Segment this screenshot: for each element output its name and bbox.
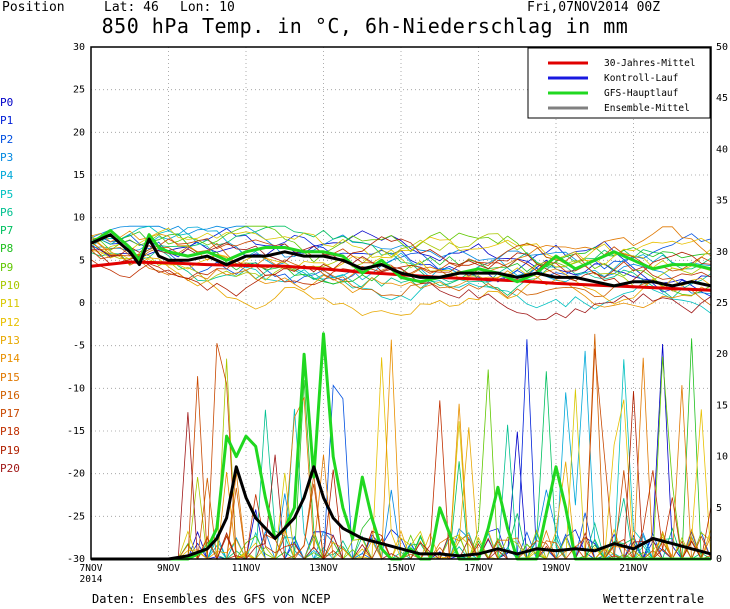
left-tick-label: 0 [79, 298, 85, 309]
plot-frame [90, 46, 712, 560]
temperature-line [90, 229, 712, 284]
member-temp-line [90, 233, 712, 288]
member-label: P11 [0, 297, 20, 311]
longitude-label: Lon: 10 [180, 0, 235, 15]
member-label: P13 [0, 333, 20, 347]
right-tick-label: 30 [716, 247, 728, 258]
left-tick-label: -5 [73, 341, 85, 352]
member-label: P5 [0, 187, 14, 201]
member-label: P1 [0, 114, 14, 128]
series-legend: 30-Jahres-Mittel Kontroll-Lauf GFS-Hauptla… [527, 47, 711, 119]
brand-label: Wetterzentrale [603, 592, 705, 606]
right-tick-label: 45 [716, 93, 728, 104]
x-tick-label: 17NOV [464, 563, 493, 574]
left-tick-label: -10 [67, 383, 85, 394]
precip-line [91, 465, 712, 561]
left-tick-label: -30 [67, 554, 85, 565]
member-temp-line [90, 233, 712, 284]
right-tick-label: 20 [716, 349, 728, 360]
member-label: P17 [0, 407, 20, 421]
member-label: P19 [0, 443, 20, 457]
member-label: P0 [0, 96, 14, 109]
x-tick-label: 7NOV [80, 563, 103, 574]
right-tick-label: 50 [716, 42, 728, 53]
member-label: P20 [0, 462, 20, 475]
right-tick-label: 25 [716, 298, 728, 309]
member-label: P3 [0, 150, 14, 164]
member-label: P10 [0, 279, 20, 292]
legend-label: GFS-Hauptlauf [604, 88, 678, 99]
legend-label: Ensemble-Mittel [604, 103, 690, 114]
position-label: Position [2, 0, 65, 15]
latitude-label: Lat: 46 [104, 0, 159, 15]
member-temp-line [90, 226, 712, 283]
member-temp-line [90, 242, 712, 321]
left-tick-label: 5 [79, 255, 85, 266]
member-label: P4 [0, 169, 14, 183]
member-temp-line [90, 241, 712, 306]
member-label: P7 [0, 224, 14, 238]
member-temp-line [90, 258, 712, 286]
member-label: P2 [0, 132, 14, 146]
member-temp-line [90, 236, 712, 297]
x-tick-label: 11NOV [232, 563, 261, 574]
member-label: P14 [0, 352, 20, 366]
member-temp-line [90, 227, 712, 282]
member-label: P6 [0, 205, 14, 219]
left-tick-label: 25 [73, 85, 85, 96]
x-year-label: 2014 [80, 574, 103, 585]
right-tick-label: 15 [716, 400, 728, 411]
right-tick-label: 35 [716, 196, 728, 207]
member-temp-line [90, 226, 712, 283]
run-time-label: Fri,07NOV2014 00Z [527, 0, 661, 15]
temperature-line [90, 233, 712, 288]
chart-title: 850 hPa Temp. in °C, 6h-Niederschlag in … [101, 14, 629, 38]
member-label: P18 [0, 425, 20, 439]
legend-label: Kontroll-Lauf [604, 73, 678, 84]
member-label: P12 [0, 315, 20, 329]
x-tick-label: 15NOV [387, 563, 416, 574]
right-tick-label: 40 [716, 144, 728, 155]
legend-label: 30-Jahres-Mittel [604, 58, 696, 69]
member-label: P16 [0, 388, 20, 402]
legend-frame [527, 47, 711, 119]
x-tick-label: 9NOV [157, 563, 180, 574]
right-tick-label: 0 [716, 554, 722, 565]
left-tick-label: 30 [73, 42, 85, 53]
left-tick-label: -20 [67, 469, 85, 480]
member-temp-line [90, 234, 712, 317]
right-tick-label: 10 [716, 452, 728, 463]
x-tick-label: 19NOV [542, 563, 571, 574]
x-tick-label: 21NOV [619, 563, 648, 574]
right-tick-label: 5 [716, 503, 722, 514]
data-source-label: Daten: Ensembles des GFS von NCEP [92, 592, 331, 606]
member-label: P9 [0, 260, 14, 274]
left-tick-label: -15 [67, 426, 85, 437]
left-tick-label: 20 [73, 127, 85, 138]
left-tick-label: 10 [73, 213, 85, 224]
member-label: P15 [0, 370, 20, 384]
member-label: P8 [0, 242, 14, 256]
left-tick-label: -25 [67, 511, 85, 522]
x-tick-label: 13NOV [309, 563, 338, 574]
left-tick-label: 15 [73, 170, 85, 181]
